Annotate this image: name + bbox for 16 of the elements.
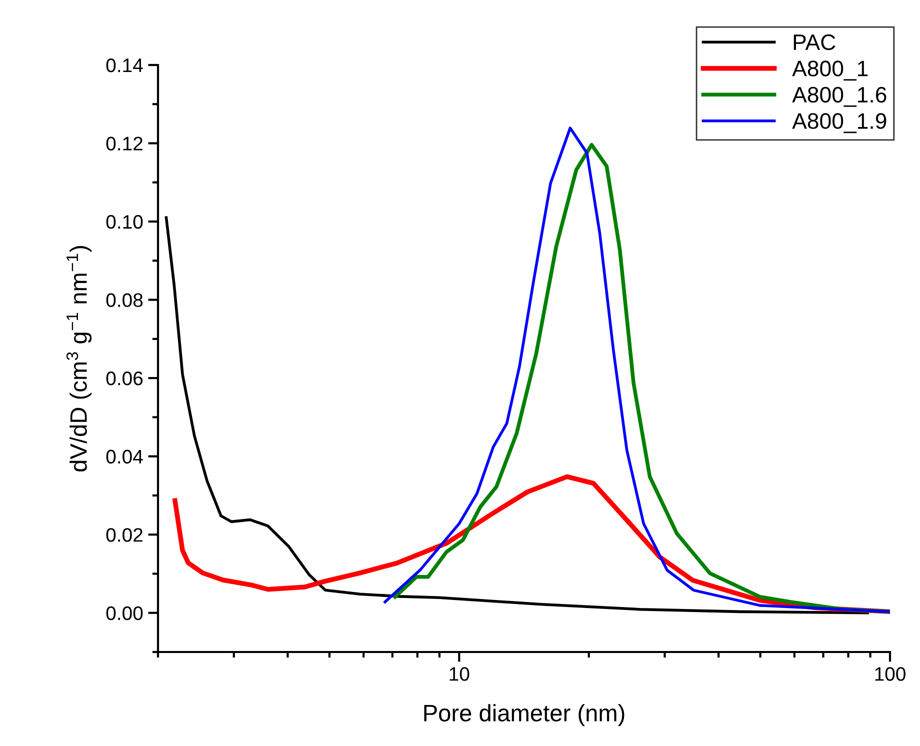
y-tick-label: 0.06 (106, 372, 143, 386)
legend-label: A800_1.9 (792, 113, 886, 134)
y-tick-label: 0.12 (106, 136, 142, 151)
y-axis-title: dV/dD (cm$^{3}$ g$^{−1}$ nm$^{−1}$) (66, 246, 92, 472)
x-tick-label: 10 (450, 667, 470, 681)
y-tick-label: 0.08 (106, 293, 143, 308)
legend-label: A800_1 (792, 60, 868, 81)
y-tick-label: 0.10 (106, 215, 143, 229)
y-tick-label: 0.14 (106, 58, 143, 72)
x-tick-label: 100 (875, 667, 906, 681)
y-tick-label: 0.02 (106, 528, 142, 542)
y-tick-label: 0.04 (106, 450, 143, 464)
legend-label: PAC (794, 34, 836, 50)
y-tick-label: 0.00 (106, 606, 143, 620)
legend-label: A800_1.6 (792, 86, 886, 107)
x-axis-title: Pore diameter (nm) (424, 704, 624, 726)
